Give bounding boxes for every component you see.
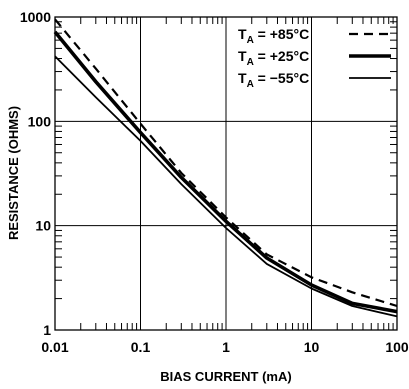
y-tick-label: 100 [28, 113, 52, 129]
y-tick-label: 10 [35, 218, 51, 234]
x-tick-label: 100 [385, 339, 409, 355]
minor-ticks [55, 17, 397, 330]
x-tick-label: 0.1 [131, 339, 151, 355]
series-line-thin [54, 55, 398, 318]
x-tick-label: 1 [222, 339, 230, 355]
x-tick-label: 0.01 [41, 339, 68, 355]
legend-label: TA = +85°C [238, 26, 309, 46]
x-axis-title: BIAS CURRENT (mA) [160, 369, 291, 384]
tick-labels: 0.01 0.1 1 10 100 1 10 100 1000 [20, 9, 409, 355]
x-tick-label: 10 [304, 339, 320, 355]
series-line-thick [53, 30, 398, 314]
plot-frame [54, 16, 398, 331]
legend-label: TA = −55°C [238, 70, 309, 90]
series-line-dashed [54, 18, 398, 308]
y-tick-label: 1 [43, 322, 51, 338]
legend: TA = +85°CTA = +25°CTA = −55°C [238, 26, 391, 90]
grid-lines [55, 17, 397, 330]
series-lines [53, 18, 398, 318]
y-axis-title: RESISTANCE (OHMS) [6, 106, 21, 240]
y-tick-label: 1000 [20, 9, 51, 25]
legend-label: TA = +25°C [238, 48, 309, 68]
